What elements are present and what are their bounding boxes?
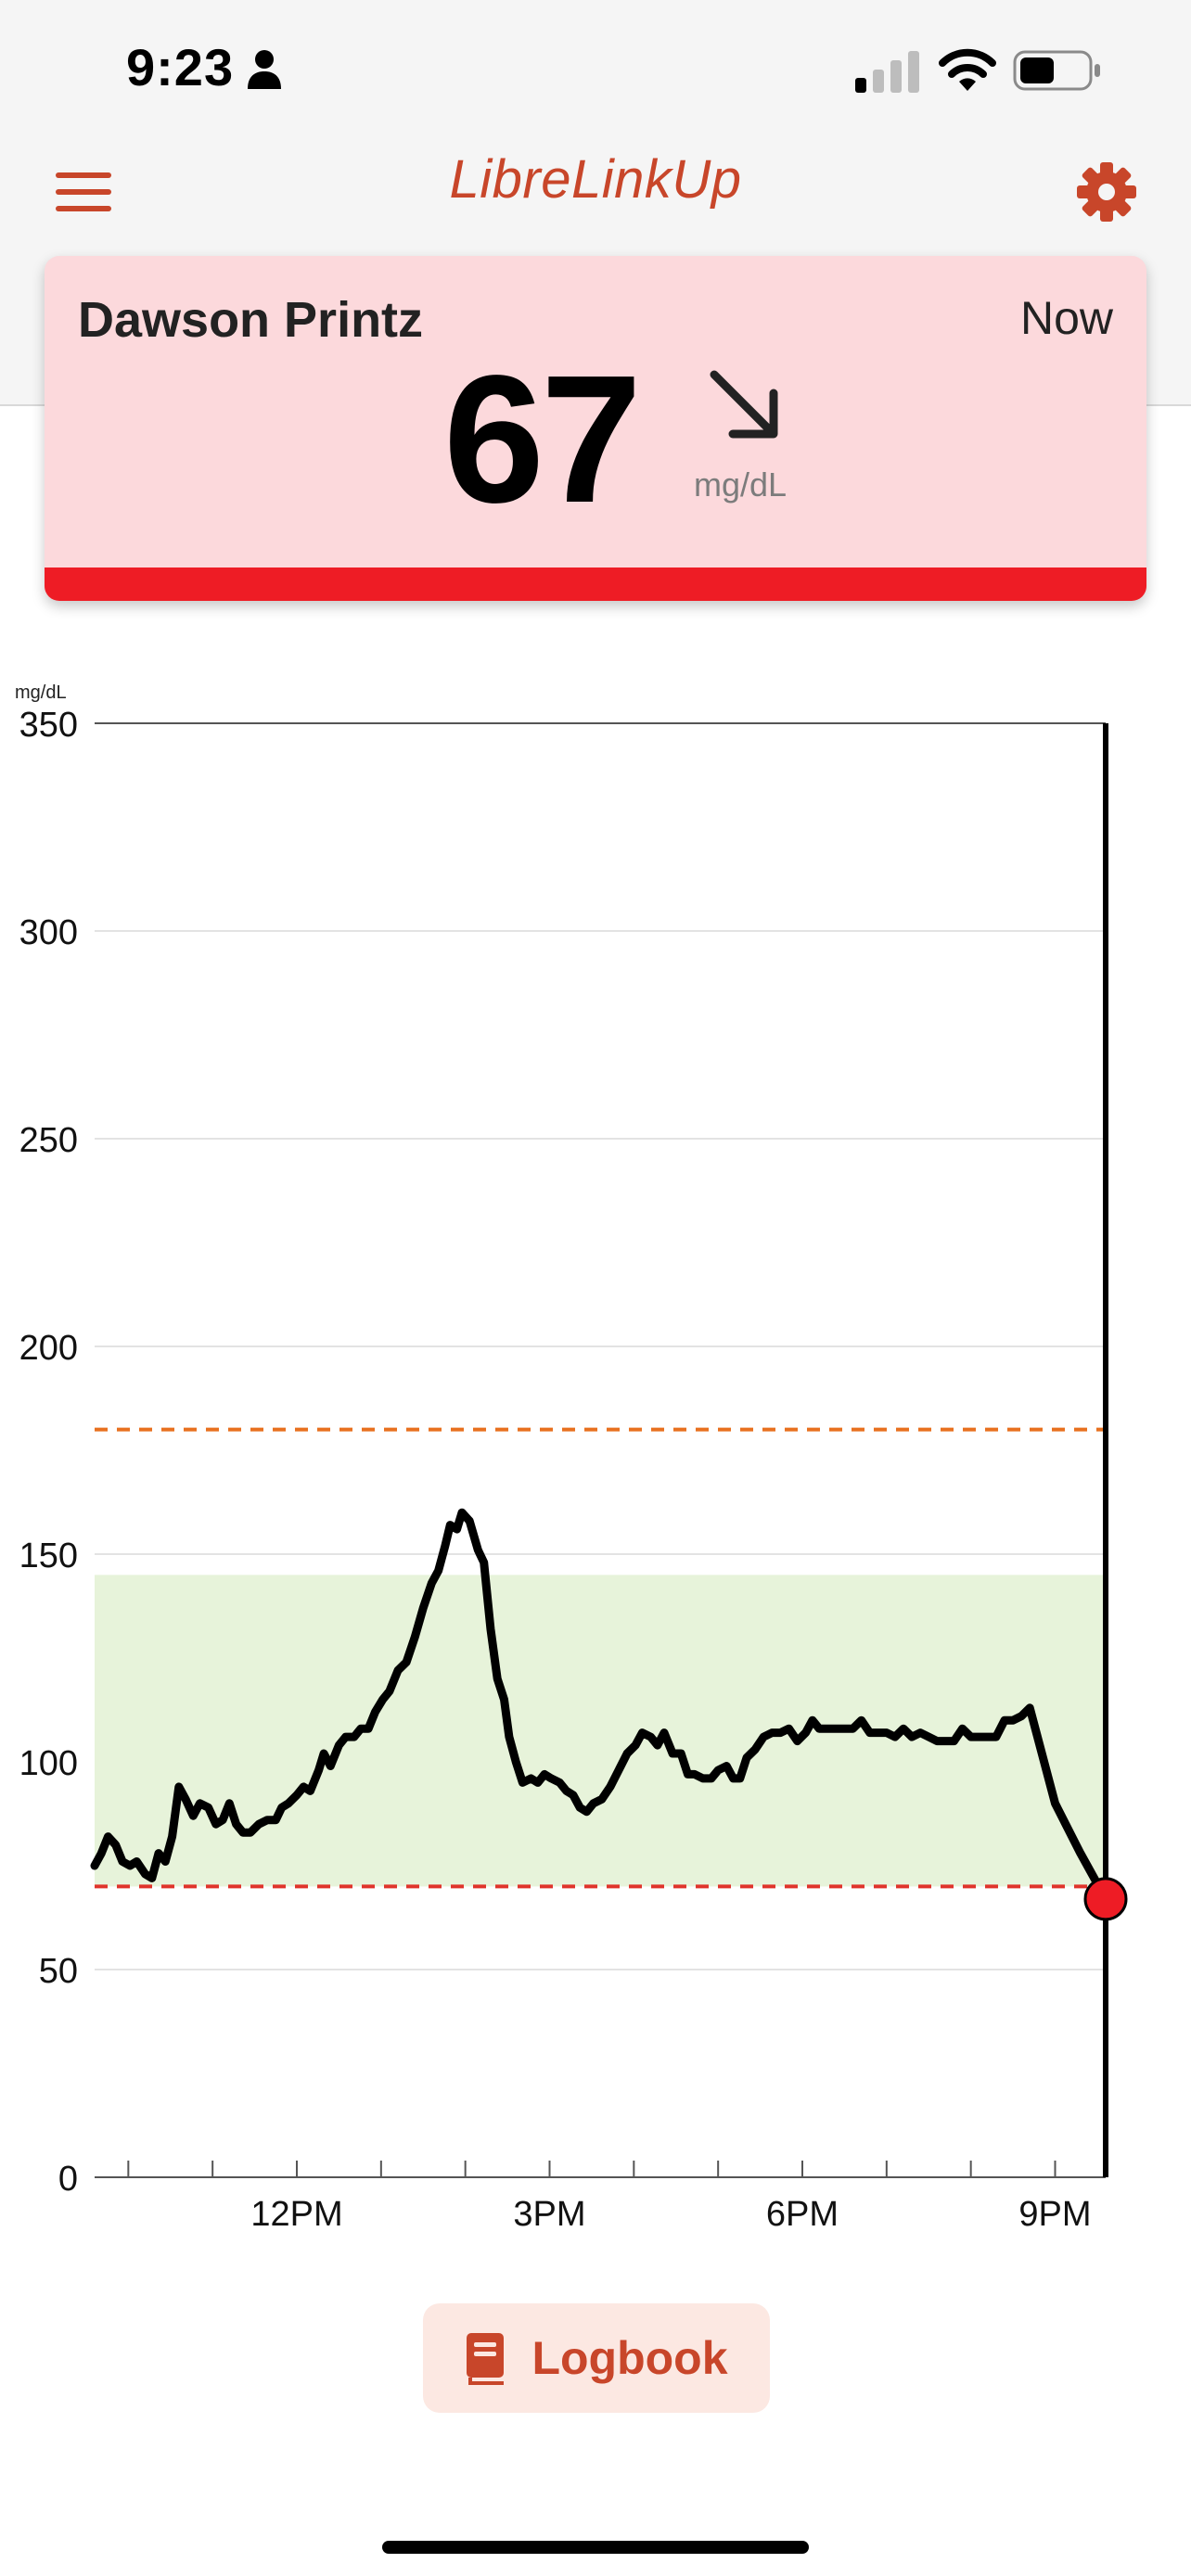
y-tick-label: 150 xyxy=(19,1537,78,1575)
glucose-unit: mg/dL xyxy=(694,465,788,504)
y-tick-label: 50 xyxy=(39,1952,78,1991)
glucose-series-line xyxy=(90,1508,1110,1904)
x-tick-label: 9PM xyxy=(1018,2195,1091,2234)
patient-name: Dawson Printz xyxy=(78,292,424,348)
battery-icon xyxy=(1013,50,1100,91)
current-reading-marker[interactable] xyxy=(1083,1877,1128,1921)
y-tick-label: 200 xyxy=(19,1329,78,1368)
status-bar: 9:23 xyxy=(0,0,1191,139)
y-tick-label: 300 xyxy=(19,913,78,952)
glucose-value: 67 xyxy=(443,338,642,541)
y-tick-label: 100 xyxy=(19,1744,78,1783)
x-tick-label: 12PM xyxy=(250,2195,342,2234)
x-axis: 12PM 3PM 6PM 9PM xyxy=(127,2161,1092,2234)
status-time: 9:23 xyxy=(126,38,235,96)
y-tick-label: 0 xyxy=(58,2160,78,2199)
chart-grid xyxy=(95,722,1106,2178)
x-tick-label: 6PM xyxy=(766,2195,839,2234)
reading-time: Now xyxy=(1019,292,1113,344)
logbook-label: Logbook xyxy=(531,2332,728,2384)
person-icon xyxy=(248,50,281,89)
logbook-button[interactable]: Logbook xyxy=(423,2303,770,2413)
hamburger-menu-icon[interactable] xyxy=(56,171,111,213)
wifi-icon xyxy=(939,48,996,91)
home-indicator xyxy=(382,2541,809,2554)
target-range-band xyxy=(95,1575,1106,1887)
y-axis-unit-label: mg/dL xyxy=(15,682,67,703)
y-tick-label: 250 xyxy=(19,1121,78,1160)
gear-icon[interactable] xyxy=(1076,161,1137,223)
glucose-status-bar xyxy=(45,567,1146,601)
y-axis: 0 50 100 150 200 250 300 350 xyxy=(19,706,78,2199)
cellular-signal-icon xyxy=(855,51,919,93)
patient-card[interactable]: Dawson Printz Now 67 mg/dL xyxy=(45,256,1146,601)
glucose-chart[interactable]: 0 50 100 150 200 250 300 350 12PM 3PM 6PM 9PM mg/d… xyxy=(0,668,1191,2244)
arrow-down-right-icon xyxy=(710,370,778,439)
x-tick-label: 3PM xyxy=(513,2195,585,2234)
y-tick-label: 350 xyxy=(19,706,78,745)
book-icon xyxy=(467,2333,505,2385)
app-title: LibreLinkUp xyxy=(449,149,742,210)
